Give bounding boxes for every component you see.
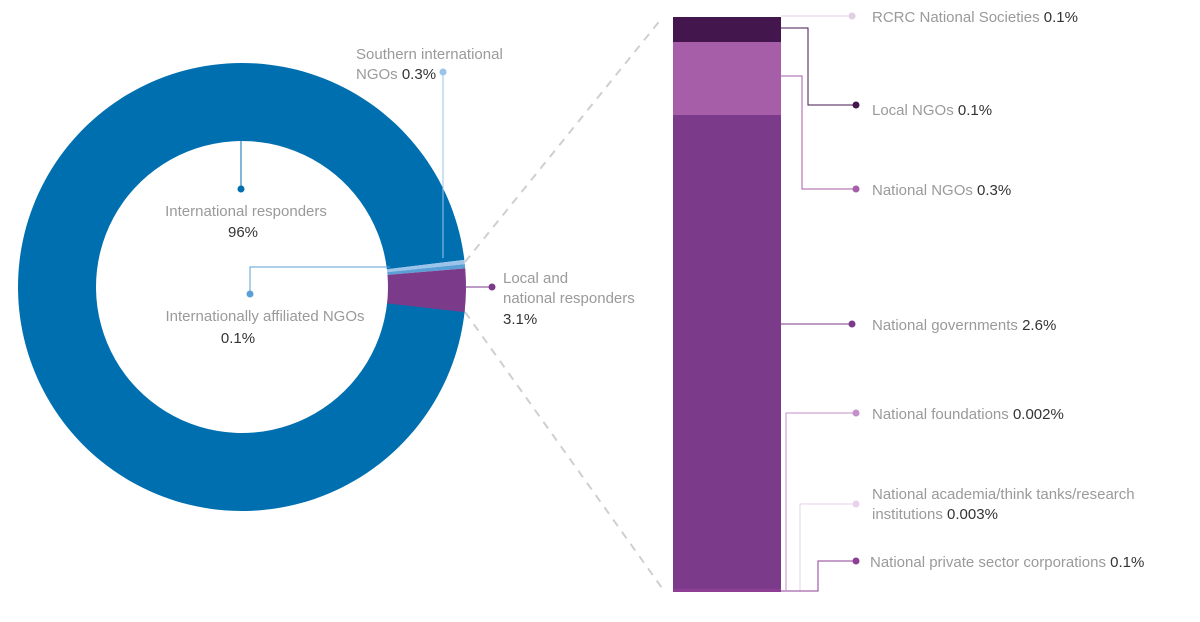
local-ngos-label: Local NGOs 0.1% [872, 102, 992, 119]
national-foundations-marker [852, 409, 860, 417]
national-foundations-label: National foundations 0.002% [872, 406, 1064, 423]
breakdown-bar [673, 17, 781, 592]
donut-slice-southern [386, 259, 465, 273]
intl-value: 96% [228, 224, 258, 241]
bar-segment-national-governments [673, 115, 781, 589]
local-label-2: national responders [503, 290, 635, 307]
local-ngos-marker [852, 101, 860, 109]
intl-label: International responders [165, 203, 327, 220]
bar-segment-local-ngos [673, 17, 781, 42]
national-governments-label: National governments 2.6% [872, 317, 1056, 334]
local-marker [488, 283, 496, 291]
national-ngos-label: National NGOs 0.3% [872, 182, 1011, 199]
zoom-connector-bottom [464, 311, 663, 589]
donut-slice-local [387, 268, 466, 313]
local-value: 3.1% [503, 311, 537, 328]
affiliated-label: Internationally affiliated NGOs [166, 308, 365, 325]
breakdown-leaders [781, 12, 860, 592]
bar-segment-private-sector [673, 589, 781, 592]
affiliated-value: 0.1% [221, 330, 255, 347]
affiliated-marker [246, 290, 254, 298]
rcrc-label: RCRC National Societies 0.1% [872, 9, 1078, 26]
donut-slice-affiliated [387, 264, 466, 275]
donut-leaders [237, 68, 496, 298]
bar-segment-national-ngos [673, 42, 781, 115]
zoom-connector-top [464, 17, 663, 263]
intl-marker [237, 185, 245, 193]
academia-label-2: institutions 0.003% [872, 506, 998, 523]
southern-label-2: NGOs 0.3% [356, 66, 436, 83]
local-label: Local and [503, 270, 568, 287]
donut-slice-intl [18, 62, 465, 511]
private-sector-label: National private sector corporations 0.1… [870, 554, 1144, 571]
southern-label: Southern international [356, 46, 503, 63]
private-sector-marker [852, 557, 860, 565]
donut-chart [18, 62, 466, 511]
rcrc-marker [848, 12, 856, 20]
academia-marker [852, 500, 860, 508]
national-governments-marker [848, 320, 856, 328]
national-ngos-marker [852, 185, 860, 193]
southern-marker [439, 68, 447, 76]
academia-label: National academia/think tanks/research [872, 486, 1135, 503]
